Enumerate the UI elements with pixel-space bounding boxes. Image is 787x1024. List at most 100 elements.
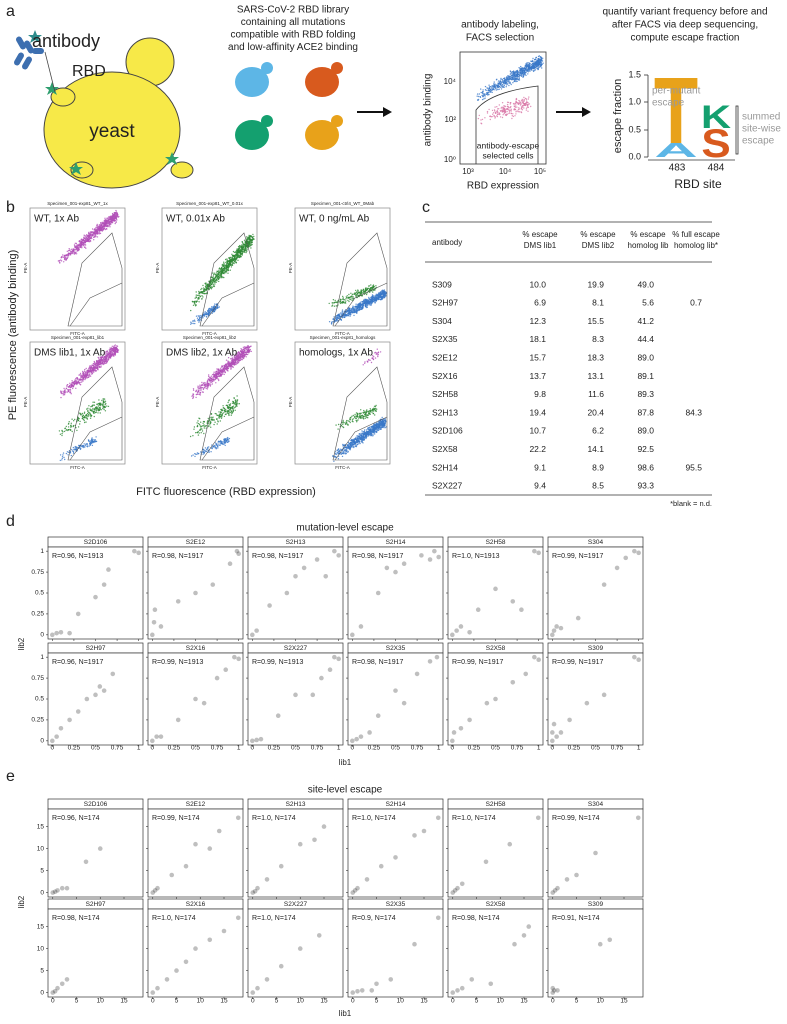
cell-dot — [61, 430, 63, 432]
cell-dot — [503, 86, 505, 89]
cell-dot — [371, 294, 374, 296]
cell-dot — [330, 322, 333, 324]
cell-dot — [502, 83, 504, 86]
cell-dot — [502, 106, 504, 108]
cell-dot — [218, 268, 220, 270]
cell-dot — [109, 217, 111, 219]
cell-dot — [515, 113, 517, 115]
cell-dot — [494, 83, 496, 86]
cell-dot — [67, 390, 70, 392]
cell-dot — [106, 220, 108, 223]
cell-dot — [350, 308, 352, 310]
cell-dot — [379, 292, 382, 294]
cell-dot — [88, 411, 90, 414]
facs-label: WT, 1x Ab — [34, 214, 79, 225]
cell-dot — [223, 271, 226, 273]
cell-dot — [83, 445, 85, 447]
cell-dot — [528, 64, 531, 67]
cell-dot — [99, 360, 102, 362]
cell-dot — [83, 443, 85, 445]
cell-dot — [229, 258, 231, 260]
cell-dot — [509, 77, 511, 80]
cell-dot — [349, 310, 351, 313]
cell-dot — [114, 346, 117, 349]
cell-dot — [73, 420, 75, 422]
cell-dot — [238, 252, 240, 254]
facs-label: DMS lib1, 1x Ab — [34, 348, 106, 359]
cell-dot — [113, 215, 115, 217]
cell-dot — [340, 298, 342, 301]
panel-label: a — [6, 3, 15, 20]
cell-dot — [98, 224, 101, 226]
facs-text: FACS selection — [466, 33, 534, 44]
facs-y-tick: 10⁰ — [444, 155, 456, 164]
cell-dot — [334, 301, 336, 304]
cell-dot — [519, 69, 522, 72]
cell-dot — [205, 292, 207, 295]
cell-dot — [74, 447, 76, 449]
cell-dot — [61, 457, 63, 460]
cell-dot — [510, 105, 512, 108]
cell-dot — [98, 233, 101, 235]
cell-dot — [82, 380, 84, 382]
cell-dot — [371, 301, 374, 303]
cell-dot — [481, 118, 484, 121]
cell-dot — [201, 287, 203, 290]
cell-dot — [195, 315, 198, 317]
cell-dot — [506, 108, 509, 110]
cell-dot — [488, 91, 490, 94]
cell-dot — [223, 373, 225, 376]
cell-dot — [198, 317, 201, 319]
cell-dot — [489, 88, 492, 91]
cell-dot — [335, 319, 338, 321]
cell-dot — [196, 294, 199, 297]
cell-dot — [83, 375, 86, 377]
cell-dot — [111, 351, 114, 353]
cell-dot — [231, 253, 233, 255]
cell-dot — [478, 95, 480, 98]
cell-dot — [211, 286, 213, 289]
cell-dot — [66, 451, 69, 453]
cell-dot — [89, 417, 92, 419]
cell-dot — [331, 302, 333, 304]
cell-dot — [525, 74, 527, 77]
cell-dot — [528, 96, 530, 98]
cell-dot — [351, 294, 353, 296]
cell-dot — [68, 422, 70, 425]
cell-dot — [533, 65, 535, 68]
cell-dot — [213, 272, 215, 274]
cell-dot — [498, 104, 500, 106]
cell-dot — [342, 301, 344, 303]
cell-dot — [91, 410, 93, 412]
cell-dot — [93, 239, 95, 241]
cell-dot — [238, 256, 240, 258]
facs-axis-x: FITC-A — [70, 465, 85, 470]
cell-dot — [89, 237, 92, 240]
cell-dot — [107, 219, 110, 221]
antibody-label: antibody — [32, 31, 100, 51]
cell-dot — [218, 273, 220, 276]
cell-dot — [244, 249, 246, 251]
cell-dot — [69, 391, 71, 394]
cell-dot — [108, 221, 110, 223]
cell-dot — [355, 303, 357, 305]
cell-dot — [237, 362, 239, 364]
cell-dot — [97, 361, 100, 363]
cell-dot — [210, 279, 213, 281]
cell-dot — [88, 370, 91, 373]
cell-dot — [221, 265, 224, 267]
cell-dot — [336, 316, 339, 318]
table-rules — [425, 221, 712, 496]
cell-dot — [104, 362, 106, 365]
cell-dot — [234, 255, 236, 257]
cell-dot — [498, 108, 500, 110]
per-mutant-label: per-mutant — [652, 86, 701, 97]
cell-dot — [230, 261, 232, 263]
cell-dot — [366, 288, 368, 291]
cell-dot — [512, 70, 515, 72]
cell-dot — [507, 106, 510, 108]
cell-dot — [505, 114, 508, 117]
cell-dot — [87, 407, 89, 409]
cell-dot — [372, 286, 374, 288]
